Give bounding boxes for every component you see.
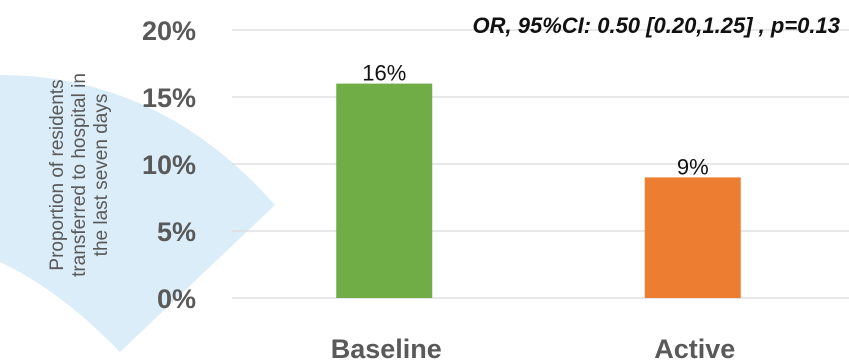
background-decor-shape: [0, 75, 275, 352]
bars: [336, 83, 741, 298]
gridlines: [232, 29, 849, 299]
y-tick-label: 10%: [142, 150, 196, 180]
statistics-annotation: OR, 95%CI: 0.50 [0.20,1.25] , p=0.13: [473, 13, 840, 38]
data-label-baseline: 16%: [362, 61, 406, 86]
data-label-active: 9%: [677, 154, 709, 179]
bar-active: [644, 177, 741, 298]
y-axis-title: Proportion of residentstransferred to ho…: [47, 73, 112, 277]
bar-baseline: [336, 83, 433, 298]
data-labels: 16% 9%: [362, 61, 708, 180]
category-label-active: Active: [654, 334, 735, 364]
y-tick-label: 0%: [157, 284, 196, 314]
y-axis-ticks: 0% 5% 10% 15% 20%: [142, 16, 196, 314]
y-axis-title-line: the last seven days: [91, 94, 112, 257]
y-axis-title-line: transferred to hospital in: [69, 73, 90, 277]
y-tick-label: 15%: [142, 83, 196, 113]
y-tick-label: 20%: [142, 16, 196, 46]
x-axis-categories: Baseline Active: [331, 334, 736, 364]
y-tick-label: 5%: [157, 217, 196, 247]
y-axis-title-line: Proportion of residents: [47, 79, 68, 270]
category-label-baseline: Baseline: [331, 334, 442, 364]
